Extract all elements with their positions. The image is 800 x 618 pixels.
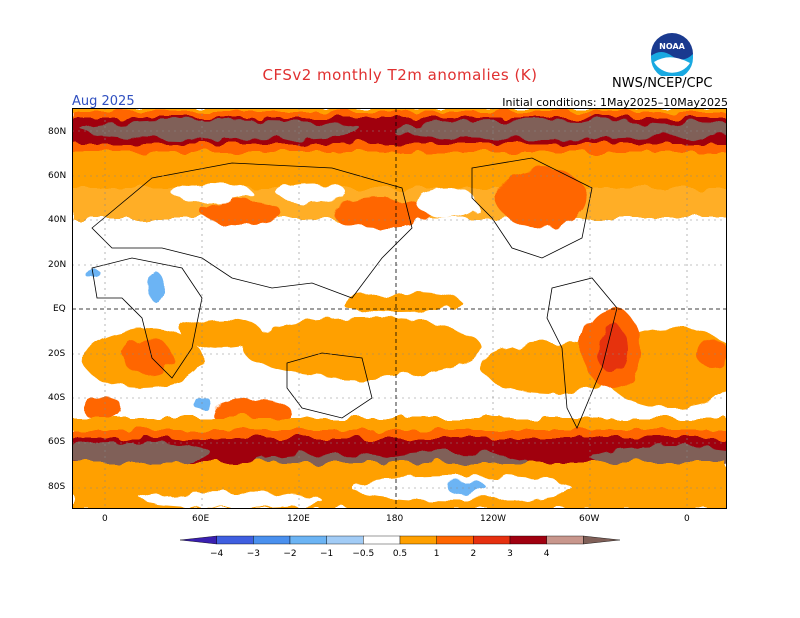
colorbar-segment xyxy=(179,535,217,545)
lat-label: EQ xyxy=(53,304,66,314)
lat-label: 60S xyxy=(48,437,66,447)
lon-label: 60E xyxy=(192,514,210,524)
colorbar-tick-label: −0.5 xyxy=(352,549,374,559)
colorbar-tick-label: 0.5 xyxy=(393,549,407,559)
period-label: Aug 2025 xyxy=(72,94,135,109)
colorbar-tick-label: 3 xyxy=(507,549,513,559)
lat-label: 20S xyxy=(48,349,66,359)
lon-label: 60W xyxy=(579,514,600,524)
lat-label: 40S xyxy=(48,393,66,403)
organization-label: NWS/NCEP/CPC xyxy=(612,76,713,91)
colorbar-segment xyxy=(326,535,364,545)
colorbar-segment xyxy=(253,535,291,545)
colorbar-segment xyxy=(289,535,327,545)
anomaly-field xyxy=(72,108,727,509)
colorbar-segment xyxy=(546,535,584,545)
colorbar-segment xyxy=(583,535,621,545)
colorbar-tick-label: −1 xyxy=(320,549,333,559)
lat-label: 80N xyxy=(48,127,67,137)
colorbar-segment xyxy=(399,535,437,545)
lon-label: 120E xyxy=(287,514,310,524)
colorbar-tick-label: 4 xyxy=(544,549,550,559)
noaa-logo: NOAA xyxy=(651,33,693,76)
coastlines xyxy=(91,157,618,429)
lat-label: 80S xyxy=(48,482,66,492)
colorbar-tick-label: −2 xyxy=(283,549,296,559)
colorbar-tick-label: −3 xyxy=(247,549,260,559)
colorbar: −4 −3 −2 −1 −0.5 0.5 1 2 3 4 xyxy=(179,535,621,559)
lon-label: 0 xyxy=(684,514,690,524)
anomaly-map xyxy=(72,108,727,509)
initial-conditions-label: Initial conditions: 1May2025–10May2025 xyxy=(502,96,728,109)
chart-title: CFSv2 monthly T2m anomalies (K) xyxy=(262,66,538,84)
colorbar-segment xyxy=(216,535,254,545)
lat-label: 20N xyxy=(48,260,67,270)
lat-label: 60N xyxy=(48,171,67,181)
lon-label: 120W xyxy=(480,514,507,524)
colorbar-tick-label: −4 xyxy=(210,549,224,559)
lon-label: 0 xyxy=(102,514,108,524)
lon-label: 180 xyxy=(386,514,404,524)
colorbar-tick-label: 2 xyxy=(470,549,476,559)
lat-label: 40N xyxy=(48,215,67,225)
reference-lines xyxy=(72,108,727,509)
colorbar-tick-label: 1 xyxy=(434,549,440,559)
gridlines xyxy=(72,108,727,509)
logo-text: NOAA xyxy=(659,42,685,51)
colorbar-segment xyxy=(509,535,547,545)
colorbar-segment xyxy=(436,535,474,545)
colorbar-segment xyxy=(473,535,511,545)
colorbar-segment xyxy=(363,535,401,545)
